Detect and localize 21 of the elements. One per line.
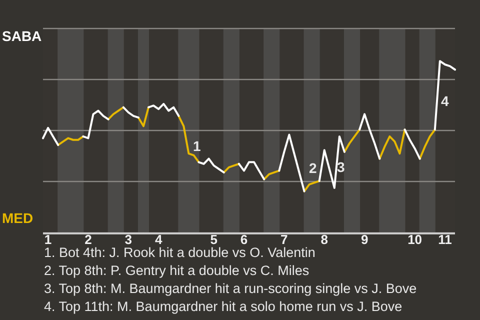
text: SABA bbox=[2, 28, 42, 44]
text: 1. Bot 4th: J. Rook hit a double vs O. Valentin bbox=[44, 245, 316, 260]
x-tick-label: 6 bbox=[240, 232, 248, 247]
annotation: 1 bbox=[193, 138, 201, 154]
x-tick-label: 4 bbox=[154, 232, 163, 247]
x-tick-label: 1 bbox=[44, 232, 52, 247]
text: 4. Top 11th: M. Baumgardner hit a solo home run vs J. Bove bbox=[44, 298, 404, 316]
x-tick-label: 7 bbox=[280, 232, 288, 247]
x-tick-label: 10 bbox=[408, 232, 422, 247]
annotation: 3 bbox=[337, 159, 345, 175]
x-tick-label: 5 bbox=[210, 232, 218, 247]
annotation: 4 bbox=[441, 93, 449, 109]
x-tick-label: 9 bbox=[360, 232, 368, 247]
x-tick-label: 2 bbox=[84, 232, 92, 247]
text: 2. Top 8th: P. Gentry hit a double vs C. Miles bbox=[44, 262, 310, 280]
x-tick-label: 11 bbox=[438, 232, 452, 247]
text: MED bbox=[2, 210, 34, 226]
x-tick-label: 3 bbox=[124, 232, 132, 247]
annotation: 2 bbox=[309, 160, 317, 176]
x-tick-label: 8 bbox=[320, 232, 328, 247]
text: 3. Top 8th: M. Baumgardner hit a run-scoring single vs J. Bove bbox=[44, 280, 417, 298]
